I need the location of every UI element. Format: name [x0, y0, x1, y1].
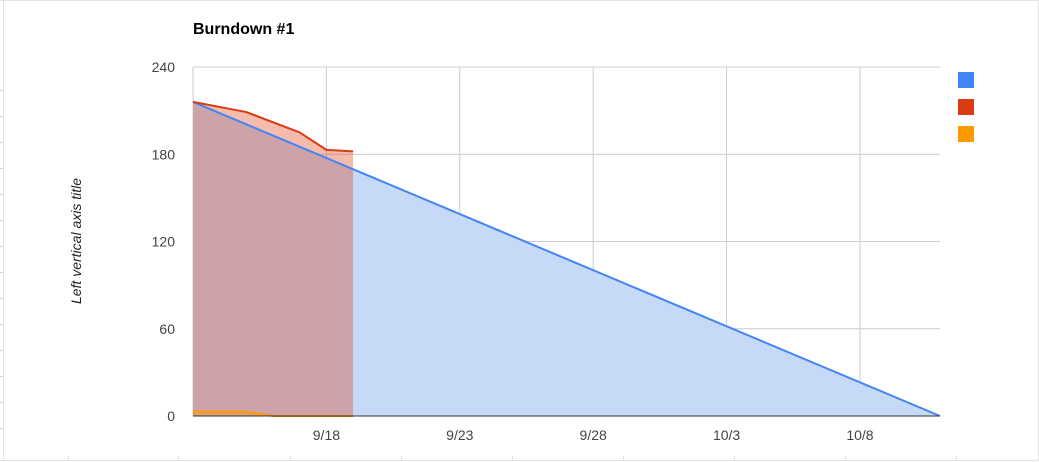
series-1-line — [192, 100, 941, 417]
edge-tick — [0, 168, 3, 169]
legend-item-2[interactable] — [958, 93, 974, 120]
y-tick-label: 240 — [152, 59, 176, 75]
legend — [958, 66, 974, 147]
edge-tick — [0, 116, 3, 117]
legend-item-1[interactable] — [958, 66, 974, 93]
series-2-area — [193, 101, 354, 417]
edge-tick — [0, 142, 3, 143]
edge-tick — [0, 350, 3, 351]
bottom-edge-tick — [401, 456, 402, 460]
edge-tick — [0, 272, 3, 273]
bottom-edge-tick — [623, 456, 624, 460]
edge-tick — [0, 324, 3, 325]
series-2-line — [192, 100, 354, 153]
edge-tick — [0, 428, 3, 429]
legend-swatch — [958, 98, 974, 115]
y-tick-label: 0 — [167, 408, 175, 424]
x-tick-label: 9/28 — [580, 427, 607, 443]
bottom-edge-tick — [68, 456, 69, 460]
bottom-edge-tick — [734, 456, 735, 460]
x-tick-label: 9/18 — [313, 427, 340, 443]
x-tick-label: 9/23 — [446, 427, 473, 443]
bottom-edge-tick — [845, 456, 846, 460]
legend-swatch — [958, 125, 974, 142]
edge-tick — [0, 90, 3, 91]
bottom-edge-tick — [290, 456, 291, 460]
bottom-edge-tick — [512, 456, 513, 460]
edge-tick — [0, 220, 3, 221]
edge-tick — [0, 402, 3, 403]
chart-title: Burndown #1 — [193, 21, 295, 38]
bottom-edge-tick — [178, 456, 179, 460]
y-tick-label: 120 — [152, 234, 176, 250]
x-tick-label: 10/3 — [713, 427, 740, 443]
edge-tick — [0, 194, 3, 195]
bottom-edge-tick — [956, 456, 957, 460]
x-tick-label: 10/8 — [846, 427, 873, 443]
series-3-area — [193, 411, 354, 416]
edge-tick — [0, 246, 3, 247]
edge-tick — [0, 376, 3, 377]
window-edge-strip — [0, 1, 4, 460]
y-tick-label: 180 — [152, 146, 176, 162]
y-tick-labels: 0 60 120 180 240 — [152, 59, 176, 424]
edge-tick — [0, 298, 3, 299]
x-tick-labels: 9/18 9/23 9/28 10/3 10/8 — [313, 427, 874, 443]
y-tick-label: 60 — [159, 321, 175, 337]
legend-item-3[interactable] — [958, 120, 974, 147]
legend-swatch — [958, 71, 974, 88]
